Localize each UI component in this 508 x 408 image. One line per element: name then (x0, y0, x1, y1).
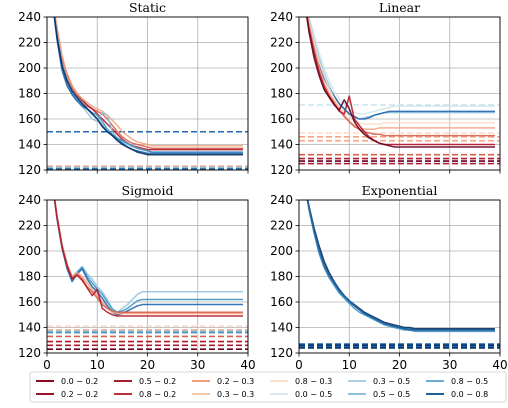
y-tick-label: 140 (270, 138, 293, 152)
y-tick-label: 140 (18, 321, 41, 335)
x-tick-label: 20 (392, 358, 407, 372)
legend: 0.0 − 0.2 0.2 − 0.2 0.5 − 0.2 0.8 − 0.2 0.2 … (29, 371, 507, 403)
y-tick-label: 140 (18, 138, 41, 152)
series-line (306, 17, 495, 130)
series-line (53, 17, 243, 155)
plot-area (47, 17, 248, 170)
y-tick-label: 160 (18, 112, 41, 126)
series-line (54, 17, 243, 147)
y-tick-label: 240 (270, 193, 293, 207)
series-line (307, 17, 495, 120)
x-tick-label: 40 (240, 358, 255, 372)
series-line (308, 17, 495, 115)
legend-label: 0.5 − 0.5 (373, 390, 410, 399)
y-tick-label: 240 (18, 10, 41, 24)
legend-label: 0.0 − 0.5 (295, 390, 332, 399)
x-tick-label: 30 (190, 358, 205, 372)
y-tick-label: 220 (18, 219, 41, 233)
plot-area (47, 200, 248, 350)
y-tick-label: 200 (270, 244, 293, 258)
y-tick-label: 140 (270, 321, 293, 335)
series-line (54, 17, 243, 151)
y-tick-label: 220 (270, 219, 293, 233)
legend-label: 0.2 − 0.2 (61, 390, 98, 399)
plot-area (299, 200, 500, 349)
y-tick-label: 220 (18, 36, 41, 50)
series-line (53, 200, 243, 316)
legend-label: 0.8 − 0.2 (139, 390, 176, 399)
panel-sigmoid: 120 140 160 180 200 220 240 0 10 20 30 40 Sigmoid (18, 183, 256, 372)
y-tick-label: 200 (18, 244, 41, 258)
series-line (54, 200, 243, 315)
legend-label: 0.8 − 0.3 (295, 377, 332, 386)
series-line (307, 17, 495, 125)
series-line (53, 200, 243, 317)
series-line (306, 17, 495, 148)
y-tick-label: 120 (270, 346, 293, 360)
y-tick-label: 160 (270, 112, 293, 126)
series-line (306, 200, 495, 331)
legend-label: 0.0 − 0.8 (451, 390, 488, 399)
y-tick-label: 160 (270, 295, 293, 309)
legend-label: 0.3 − 0.3 (217, 390, 254, 399)
y-tick-label: 240 (18, 193, 41, 207)
y-tick-label: 180 (270, 270, 293, 284)
y-tick-label: 200 (18, 61, 41, 75)
x-tick-label: 10 (342, 358, 357, 372)
y-tick-label: 180 (270, 87, 293, 101)
panel-title: Exponential (362, 183, 438, 198)
x-tick-label: 0 (43, 358, 51, 372)
x-tick-label: 10 (90, 358, 105, 372)
y-tick-label: 180 (18, 87, 41, 101)
series-line (53, 17, 243, 156)
y-tick-label: 200 (270, 61, 293, 75)
plot-area (299, 17, 500, 165)
panel-static: 120 140 160 180 200 220 240 Static (18, 0, 249, 177)
x-tick-label: 20 (140, 358, 155, 372)
panel-title: Sigmoid (122, 183, 174, 198)
x-tick-label: 30 (442, 358, 457, 372)
y-tick-label: 180 (18, 270, 41, 284)
legend-label: 0.3 − 0.5 (373, 377, 410, 386)
x-tick-label: 0 (295, 358, 303, 372)
series-line (306, 200, 495, 333)
series-line (54, 200, 243, 313)
x-tick-label: 40 (492, 358, 507, 372)
series-line (54, 17, 243, 150)
legend-label: 0.0 − 0.2 (61, 377, 98, 386)
y-tick-label: 240 (270, 10, 293, 24)
legend-box (29, 371, 507, 403)
y-tick-label: 120 (270, 163, 293, 177)
y-tick-label: 160 (18, 295, 41, 309)
legend-label: 0.5 − 0.2 (139, 377, 176, 386)
y-tick-label: 120 (18, 163, 41, 177)
panel-linear: 120 140 160 180 200 220 240 Linear (270, 0, 501, 177)
panel-title: Linear (379, 0, 420, 15)
series-line (53, 200, 243, 313)
legend-label: 0.8 − 0.5 (451, 377, 488, 386)
panel-title: Static (129, 0, 166, 15)
legend-label: 0.2 − 0.3 (217, 377, 254, 386)
y-tick-label: 120 (18, 346, 41, 360)
panel-exponential: 120 140 160 180 200 220 240 0 10 20 30 40 Exponentia… (270, 183, 508, 372)
y-tick-label: 220 (270, 36, 293, 50)
